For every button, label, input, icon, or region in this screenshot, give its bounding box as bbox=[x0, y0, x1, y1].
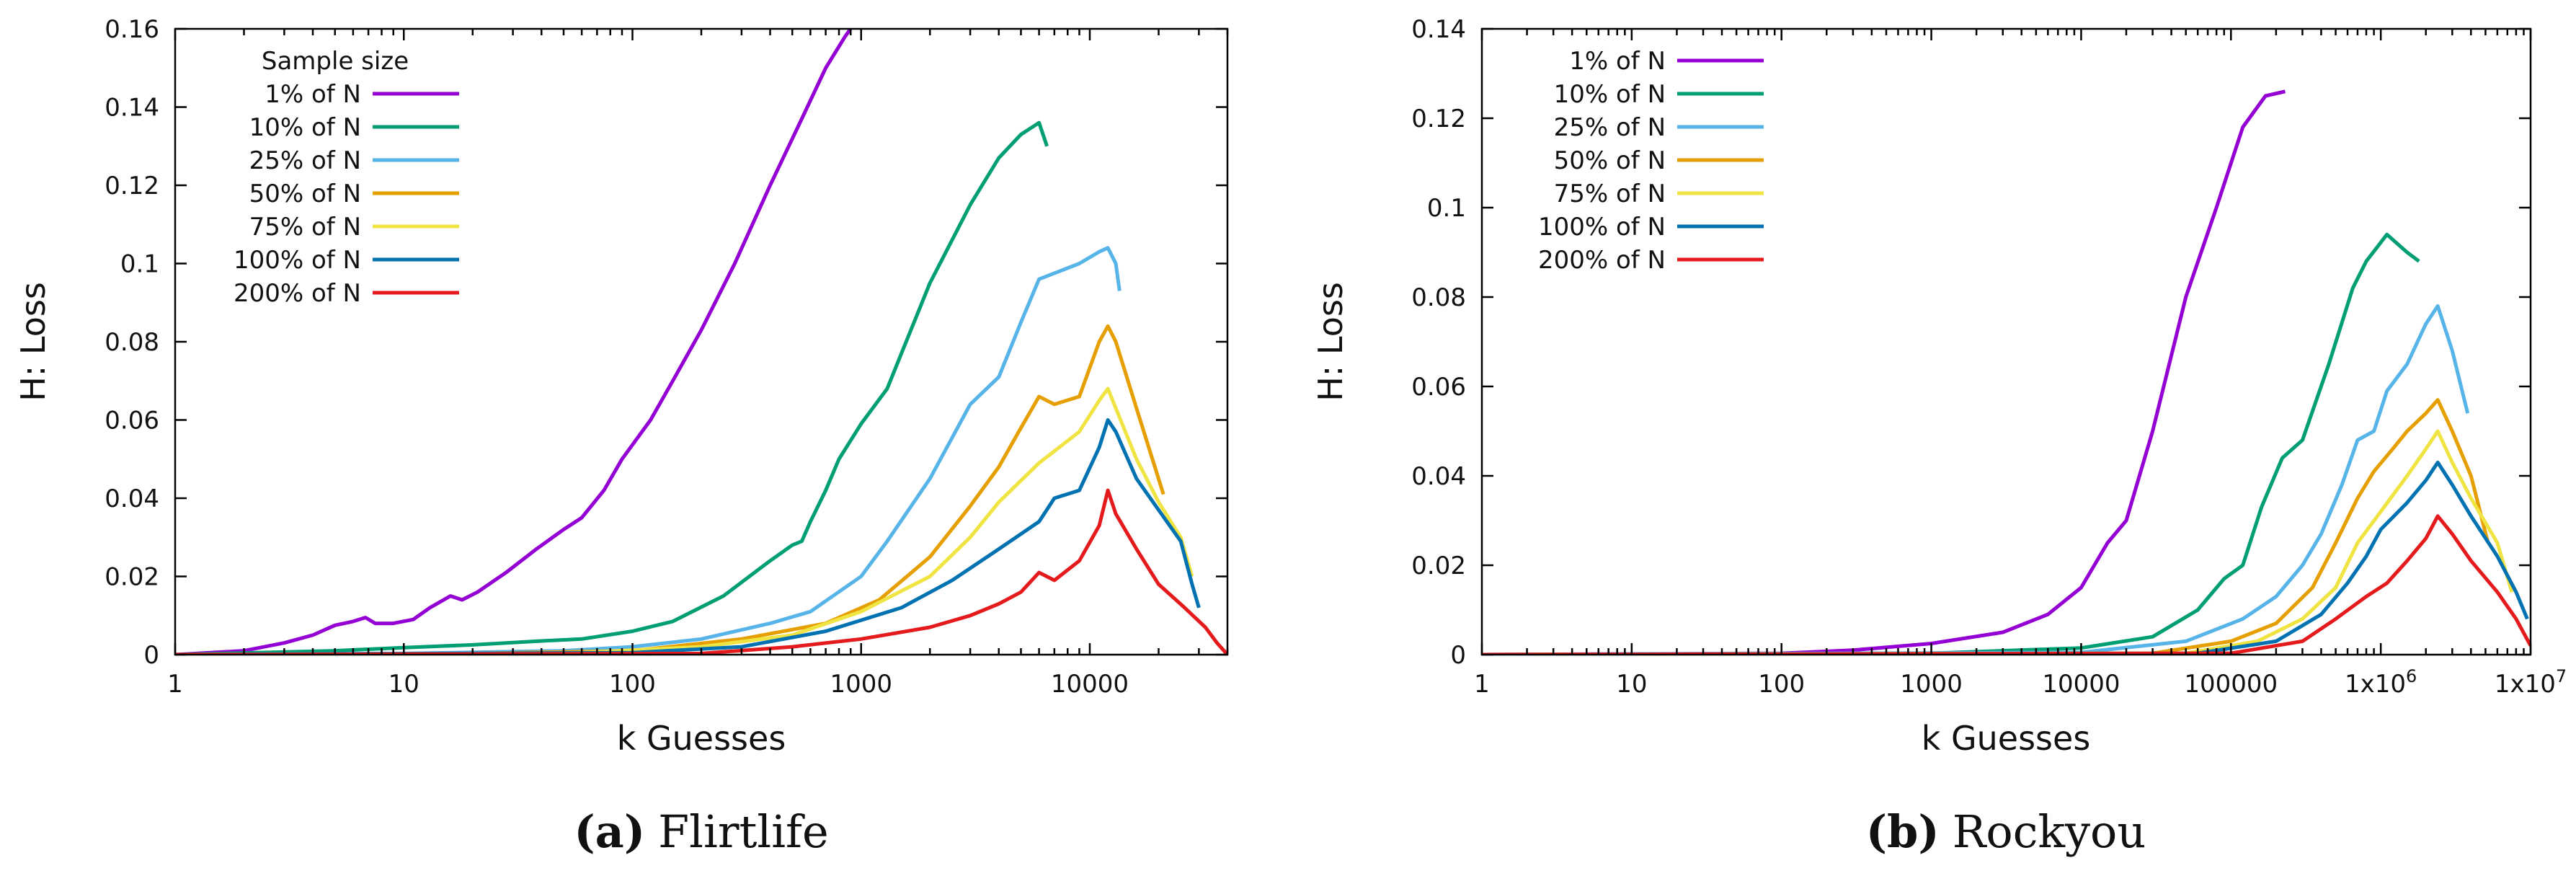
y-tick-label: 0.16 bbox=[105, 15, 159, 44]
y-tick-label: 0 bbox=[143, 641, 159, 670]
x-tick-label: 10000 bbox=[2042, 670, 2120, 699]
legend-label: 75% of N bbox=[1554, 180, 1666, 208]
x-tick-label: 1000 bbox=[830, 670, 892, 699]
panel-a: 0 0.02 0.04 0.06 0.08 0.1 0.12 0.14 0.16 1 10 100 10… bbox=[14, 15, 1229, 858]
y-tick-label: 0.08 bbox=[1411, 283, 1466, 312]
x-tick-label: 1 bbox=[1474, 670, 1490, 699]
legend-label: 100% of N bbox=[1538, 213, 1666, 242]
y-tick-label: 0.1 bbox=[1427, 194, 1466, 223]
legend-label: 100% of N bbox=[234, 246, 361, 275]
series-line-25-of-n bbox=[1482, 304, 2470, 655]
y-tick-label: 0.08 bbox=[105, 328, 159, 357]
y-tick-label: 0.02 bbox=[105, 563, 159, 592]
legend-label: 50% of N bbox=[1554, 146, 1666, 175]
panel-b: 0 0.02 0.04 0.06 0.08 0.1 0.12 0.14 1 10 100 1000 10… bbox=[1311, 15, 2567, 858]
legend-label: 1% of N bbox=[1569, 47, 1666, 76]
series-line-1-of-n bbox=[175, 29, 853, 655]
series-line-75-of-n bbox=[1482, 429, 2514, 655]
y-tick-label: 0.12 bbox=[105, 172, 159, 200]
x-tick-label-exp: 1x107 bbox=[2495, 666, 2567, 699]
series-line-50-of-n bbox=[175, 324, 1165, 655]
caption-a: (a) Flirtlife bbox=[574, 805, 828, 858]
series-line-10-of-n bbox=[1482, 232, 2420, 655]
x-tick-label: 10 bbox=[1616, 670, 1647, 699]
x-tick-label: 100 bbox=[609, 670, 656, 699]
x-tick-label: 100 bbox=[1758, 670, 1805, 699]
y-tick-label: 0.04 bbox=[105, 485, 159, 513]
legend-label: 1% of N bbox=[265, 80, 361, 109]
x-tick-label: 10 bbox=[388, 670, 419, 699]
legend-label: 200% of N bbox=[234, 279, 361, 308]
y-tick-label: 0.14 bbox=[105, 94, 159, 123]
series-line-10-of-n bbox=[175, 120, 1049, 655]
caption-text-b: Rockyou bbox=[1953, 805, 2146, 858]
y-tick-label: 0.12 bbox=[1411, 105, 1466, 133]
y-tick-label: 0.02 bbox=[1411, 552, 1466, 580]
legend-label: 10% of N bbox=[1554, 80, 1666, 109]
series-line-100-of-n bbox=[1482, 460, 2529, 655]
legend-label: 10% of N bbox=[249, 113, 361, 142]
x-axis-label-a: k Guesses bbox=[617, 719, 786, 758]
y-tick-label: 0.04 bbox=[1411, 462, 1466, 491]
series-line-100-of-n bbox=[175, 418, 1201, 655]
y-axis-label-b: H: Loss bbox=[1311, 282, 1350, 402]
plot-frame-b bbox=[1480, 27, 2532, 656]
x-tick-label: 10000 bbox=[1051, 670, 1129, 699]
y-tick-label: 0.06 bbox=[1411, 373, 1466, 402]
caption-label-b: (b) bbox=[1866, 805, 1940, 858]
legend-label: 75% of N bbox=[249, 213, 361, 242]
legend-title: Sample size bbox=[262, 47, 409, 76]
caption-text-a: Flirtlife bbox=[658, 805, 829, 858]
x-tick-label: 1 bbox=[167, 670, 183, 699]
y-tick-label: 0.06 bbox=[105, 407, 159, 435]
x-axis-label-b: k Guesses bbox=[1922, 719, 2091, 758]
x-tick-label-exp: 1x106 bbox=[2345, 666, 2417, 699]
y-tick-label: 0.14 bbox=[1411, 15, 1466, 44]
caption-b: (b) Rockyou bbox=[1866, 805, 2146, 858]
y-axis-label-a: H: Loss bbox=[14, 282, 53, 402]
series-line-50-of-n bbox=[1482, 398, 2490, 655]
caption-label-a: (a) bbox=[574, 805, 645, 858]
x-tick-label: 1000 bbox=[1900, 670, 1963, 699]
x-tick-label: 100000 bbox=[2184, 670, 2278, 699]
legend-label: 50% of N bbox=[249, 180, 361, 208]
series-line-200-of-n bbox=[1482, 514, 2531, 655]
y-tick-label: 0.1 bbox=[120, 250, 159, 279]
legend-label: 25% of N bbox=[1554, 113, 1666, 142]
series-line-1-of-n bbox=[1482, 89, 2286, 655]
series-line-75-of-n bbox=[175, 386, 1194, 655]
series-line-25-of-n bbox=[175, 246, 1122, 655]
legend-label: 200% of N bbox=[1538, 246, 1666, 275]
y-tick-label: 0 bbox=[1450, 641, 1466, 670]
series-line-200-of-n bbox=[175, 488, 1227, 655]
legend-label: 25% of N bbox=[249, 146, 361, 175]
